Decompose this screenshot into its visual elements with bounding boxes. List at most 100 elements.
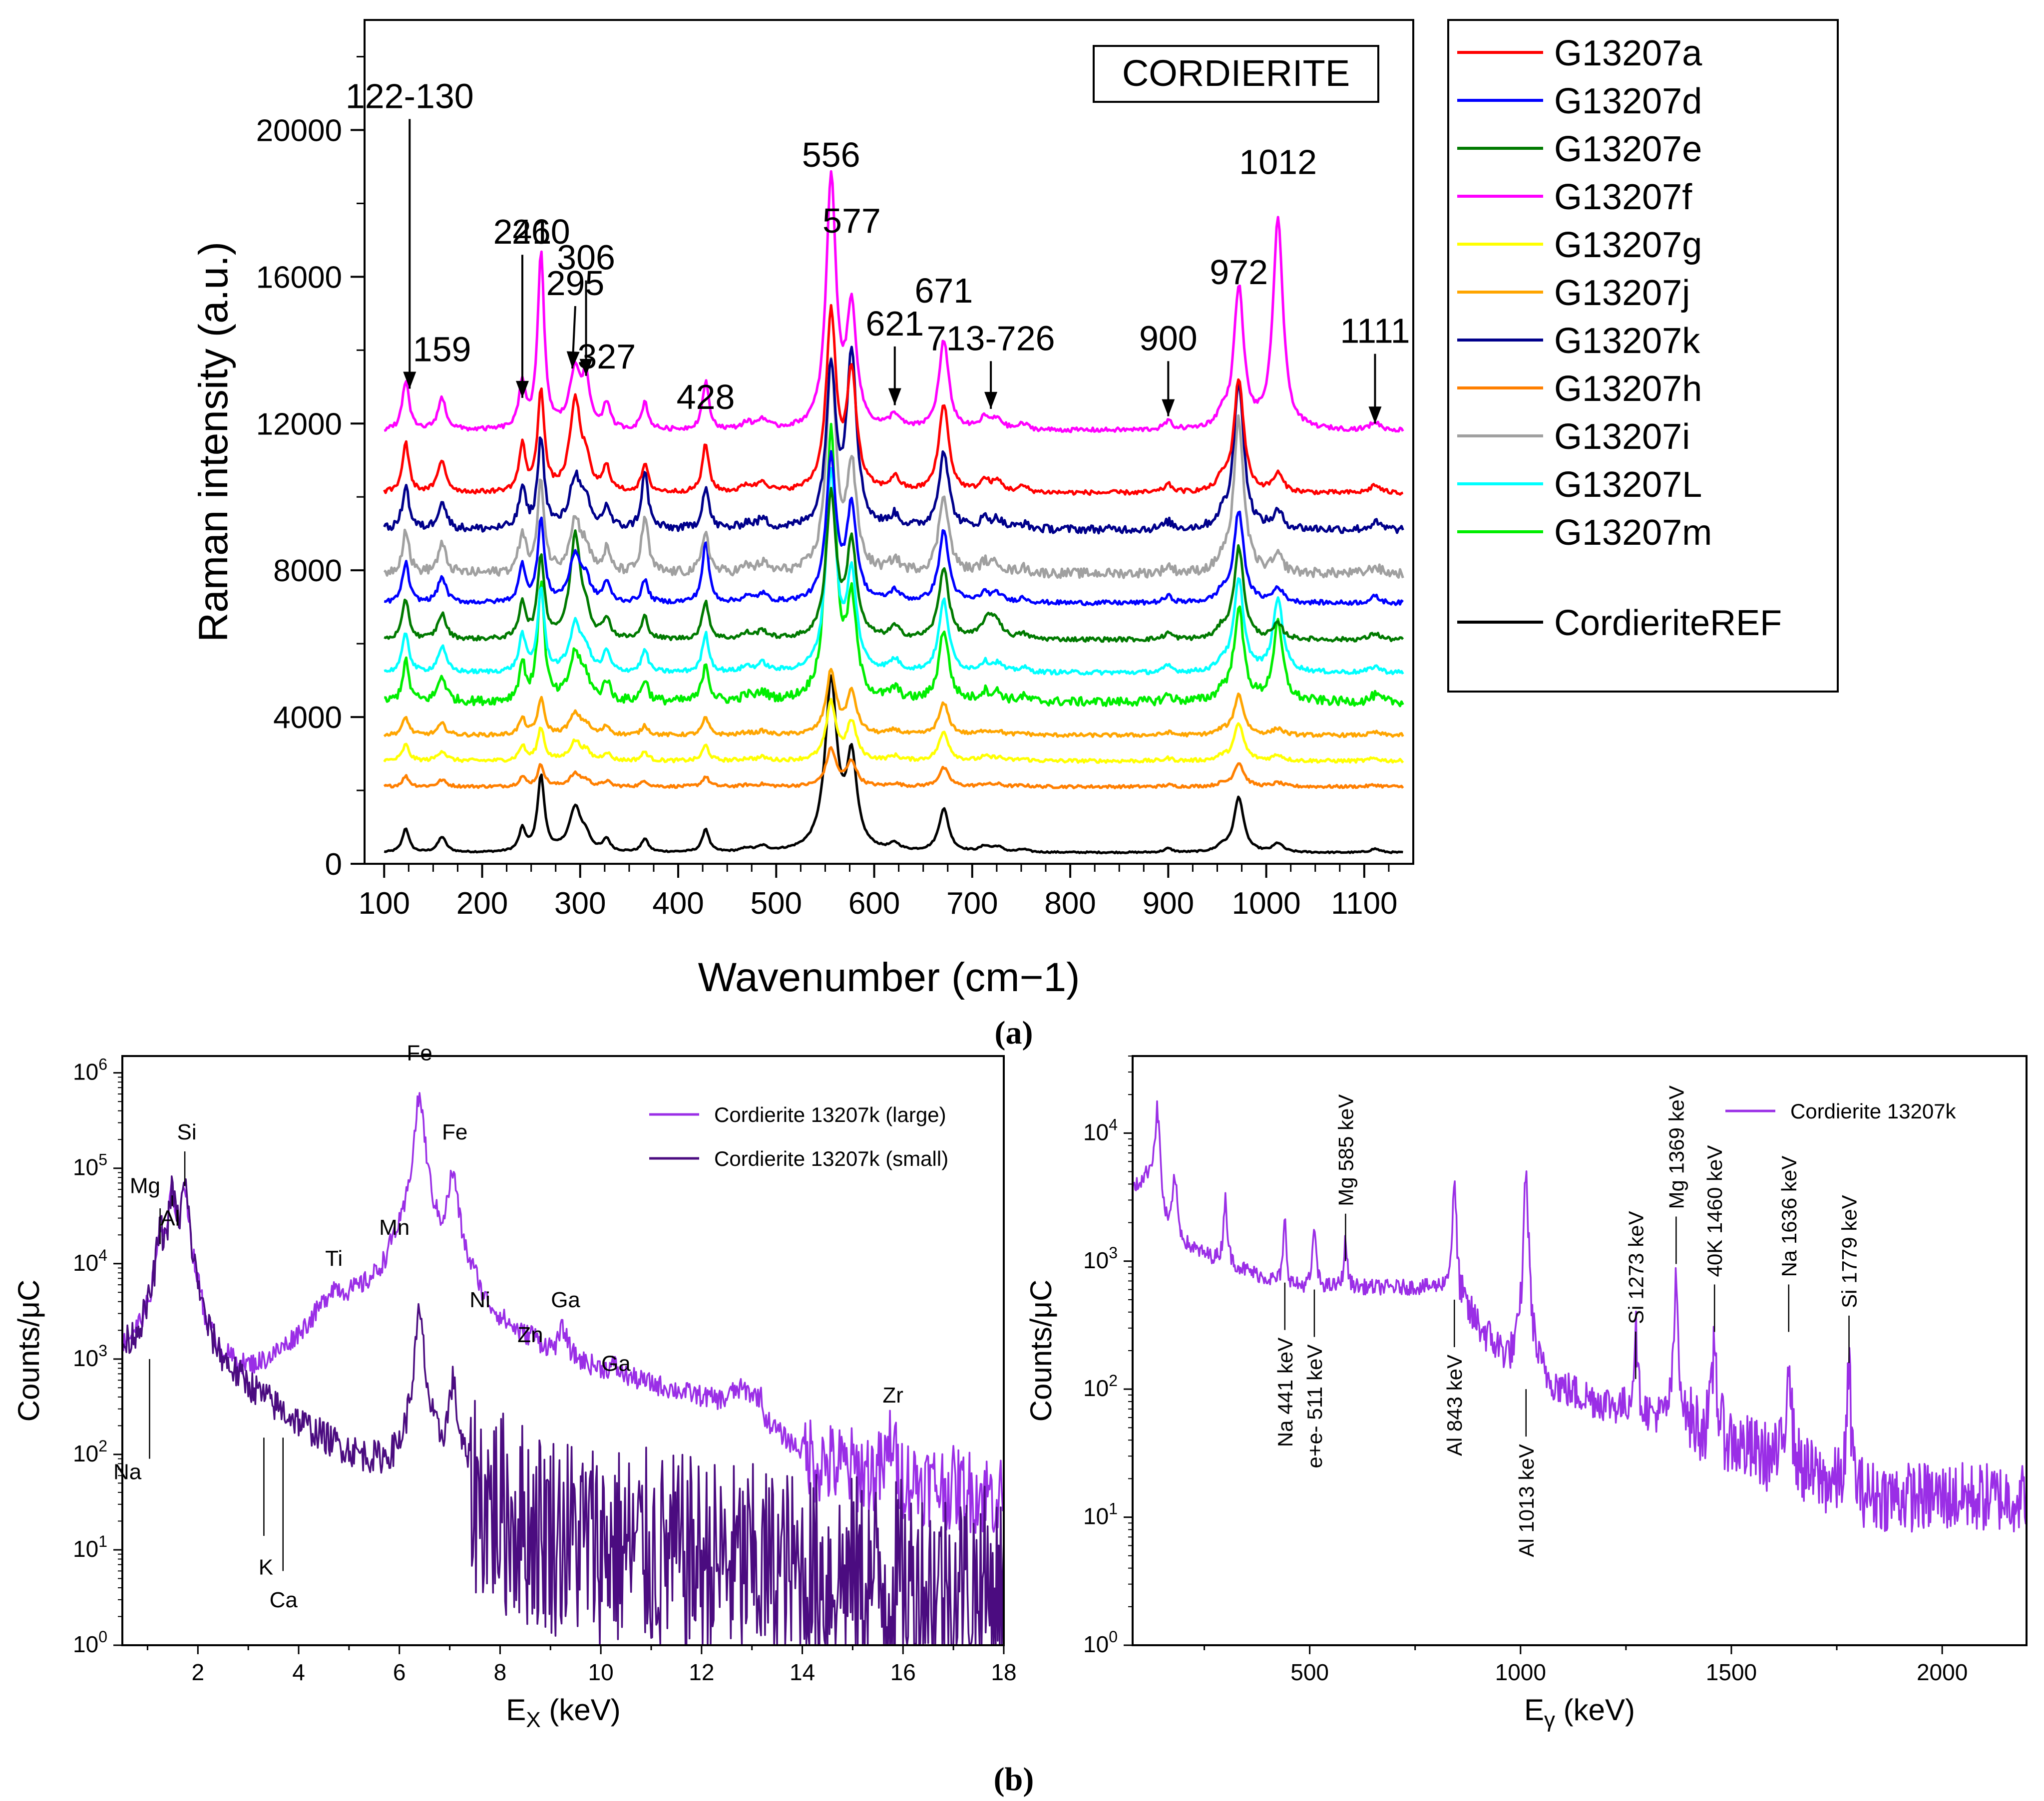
raman-peak-label: 306 xyxy=(557,238,615,277)
gamma-series-group xyxy=(1133,1100,2028,1533)
gamma-series-line xyxy=(1133,1100,2028,1533)
raman-x-axis-label: Wavenumber (cm−1) xyxy=(698,955,1080,1000)
gamma-peak-label: Si 1273 keV xyxy=(1624,1211,1647,1324)
pixe-y-tick-label: 103 xyxy=(73,1342,107,1371)
raman-peak-label: 556 xyxy=(802,135,860,174)
pixe-x-tick-label: 14 xyxy=(790,1659,815,1685)
raman-series-line xyxy=(384,467,1404,676)
raman-peak-label: 241 xyxy=(493,212,552,251)
gamma-peak-label: Si 1779 keV xyxy=(1838,1195,1861,1308)
raman-peak-label: 577 xyxy=(822,201,881,240)
pixe-peak-label: Mg xyxy=(130,1173,160,1198)
pixe-plot-frame xyxy=(121,1055,1005,1646)
gamma-x-tick-label: 1500 xyxy=(1706,1659,1757,1685)
raman-series-line xyxy=(383,357,1404,579)
gamma-legend-label: Cordierite 13207k xyxy=(1790,1099,1957,1123)
raman-y-tick-label: 0 xyxy=(325,847,342,882)
pixe-series-group xyxy=(122,1092,1005,1646)
raman-peak-label: 1012 xyxy=(1239,143,1317,182)
raman-series-line xyxy=(383,346,1404,535)
raman-series-line xyxy=(383,698,1404,764)
raman-x-tick-label: 300 xyxy=(554,886,606,921)
pixe-peak-label: Ti xyxy=(325,1246,343,1271)
gamma-peak-label: Na 1636 keV xyxy=(1777,1156,1801,1277)
pixe-x-axis-label-main: E xyxy=(506,1693,526,1727)
raman-legend-label: G13207f xyxy=(1554,177,1692,217)
pixe-x-tick-label: 18 xyxy=(991,1659,1016,1685)
raman-series-group xyxy=(383,170,1404,854)
raman-peak-label: 295 xyxy=(546,264,605,303)
pixe-y-axis-label: Counts/μC xyxy=(12,1280,45,1422)
raman-x-tick-label: 1000 xyxy=(1232,886,1301,921)
raman-legend-label: G13207a xyxy=(1554,33,1702,73)
pixe-x-tick-label: 4 xyxy=(292,1659,305,1685)
raman-y-tick-label: 4000 xyxy=(273,701,342,735)
raman-peak-label: 122-130 xyxy=(346,76,474,115)
raman-axes: 100 200 300 400 500 600 700 800 900 1000 1100 0 4000… xyxy=(256,55,1398,921)
pixe-x-tick-label: 2 xyxy=(191,1659,204,1685)
gamma-x-tick-label: 2000 xyxy=(1917,1659,1968,1685)
raman-x-tick-label: 900 xyxy=(1143,886,1194,921)
raman-peak-arrowhead xyxy=(515,380,529,398)
raman-peak-label: 1111 xyxy=(1340,312,1410,351)
pixe-peak-label: Ga xyxy=(601,1352,631,1376)
gamma-peak-label: Al 1013 keV xyxy=(1515,1444,1538,1557)
gamma-x-tick-label: 500 xyxy=(1290,1659,1329,1685)
raman-series-line xyxy=(383,668,1404,738)
pixe-peak-label: Ga xyxy=(551,1288,580,1312)
raman-peak-arrowhead xyxy=(984,391,998,409)
raman-legend-label: G13207j xyxy=(1554,273,1690,313)
raman-legend-label: G13207d xyxy=(1554,81,1702,121)
raman-y-axis-label: Raman intensity (a.u.) xyxy=(191,242,236,642)
raman-plot-frame xyxy=(364,19,1414,865)
pixe-peak-label: Zn xyxy=(517,1323,543,1347)
pixe-peak-label: Mn xyxy=(379,1215,409,1240)
raman-x-tick-label: 400 xyxy=(652,886,704,921)
gamma-peak-label: Mg 585 keV xyxy=(1334,1094,1357,1206)
pixe-peak-label: Na xyxy=(113,1459,142,1484)
panel-a-caption: (a) xyxy=(995,1015,1033,1051)
raman-legend-label: CordieriteREF xyxy=(1554,603,1782,643)
raman-series-line xyxy=(384,487,1404,643)
raman-title-box xyxy=(1093,45,1379,103)
raman-peak-label: 260 xyxy=(512,212,570,251)
pixe-x-tick-label: 16 xyxy=(890,1659,916,1685)
raman-series-line xyxy=(384,450,1404,606)
pixe-peak-label: Fe xyxy=(407,1041,432,1066)
pixe-peak-label: Al xyxy=(160,1206,180,1231)
pixe-peak-label: K xyxy=(259,1555,273,1580)
raman-series-line xyxy=(383,746,1404,789)
raman-series-line xyxy=(384,422,1404,708)
pixe-y-tick-label: 102 xyxy=(73,1437,107,1466)
pixe-y-tick-label: 101 xyxy=(73,1532,107,1562)
raman-peak-label: 327 xyxy=(577,337,636,376)
pixe-series-line xyxy=(122,1175,1005,1646)
raman-legend-label: G13207e xyxy=(1554,129,1702,169)
pixe-legend: Cordierite 13207k (large) Cordierite 1320… xyxy=(649,1103,948,1170)
pixe-peak-label: Zr xyxy=(882,1383,903,1408)
raman-peak-arrowhead xyxy=(888,388,901,405)
raman-peak-label: 428 xyxy=(677,377,735,416)
raman-title: CORDIERITE xyxy=(1122,52,1350,94)
raman-series-line xyxy=(384,170,1404,433)
raman-x-tick-label: 200 xyxy=(456,886,508,921)
raman-x-tick-label: 600 xyxy=(848,886,900,921)
gamma-x-axis-label-sub: γ xyxy=(1544,1708,1555,1732)
gamma-x-axis-label-main: E xyxy=(1524,1693,1544,1727)
raman-peak-label: 972 xyxy=(1210,253,1268,292)
raman-peak-label: 621 xyxy=(865,304,924,343)
pixe-x-tick-label: 12 xyxy=(689,1659,714,1685)
gamma-peak-label: Al 843 keV xyxy=(1443,1355,1466,1456)
gamma-legend: Cordierite 13207k xyxy=(1725,1099,1957,1123)
raman-y-tick-label: 12000 xyxy=(256,407,342,441)
gamma-chart: Na 441 keV e+e- 511 keV Mg 585 keV Al 843 k… xyxy=(1024,1055,2028,1732)
pixe-peak-label: Ca xyxy=(270,1588,298,1612)
raman-y-tick-label: 8000 xyxy=(273,554,342,588)
pixe-x-axis-label-unit: (keV) xyxy=(541,1693,621,1727)
gamma-x-axis-label: Eγ (keV) xyxy=(1524,1693,1635,1732)
pixe-legend-label: Cordierite 13207k (small) xyxy=(714,1147,948,1170)
raman-legend-label: G13207L xyxy=(1554,465,1702,505)
